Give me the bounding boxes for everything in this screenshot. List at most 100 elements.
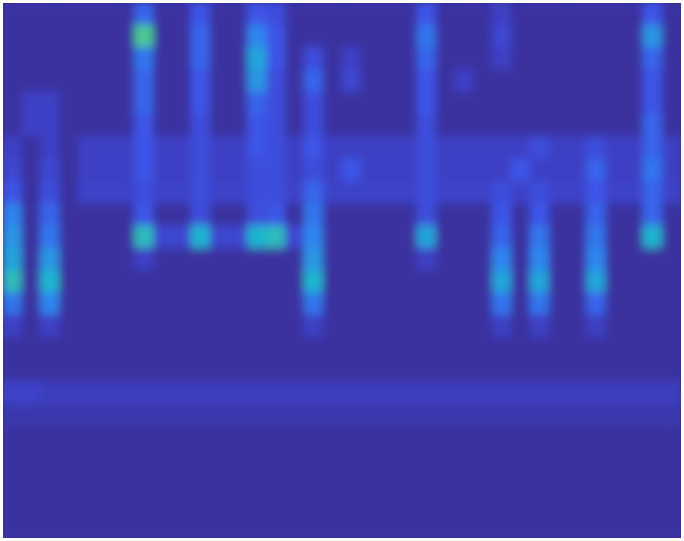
heatmap-cell <box>455 25 475 48</box>
heatmap-cell <box>568 3 588 26</box>
heatmap-cell <box>662 3 681 26</box>
heatmap-cell <box>191 381 211 404</box>
heatmap-cell <box>304 270 324 293</box>
heatmap-cell <box>247 448 267 471</box>
heatmap-cell <box>436 114 456 137</box>
heatmap-cell <box>323 315 343 338</box>
heatmap-cell <box>473 159 493 182</box>
heatmap-cell <box>436 292 456 315</box>
heatmap-cell <box>455 404 475 427</box>
heatmap-cell <box>191 3 211 26</box>
heatmap-cell <box>455 448 475 471</box>
heatmap-cell <box>304 69 324 92</box>
heatmap-cell <box>492 315 512 338</box>
heatmap-cell <box>360 136 380 159</box>
heatmap-cell <box>40 225 60 248</box>
heatmap-cell <box>116 381 136 404</box>
heatmap-cell <box>586 292 606 315</box>
heatmap-cell <box>568 136 588 159</box>
heatmap-cell <box>568 359 588 382</box>
heatmap-cell <box>605 159 625 182</box>
heatmap-cell <box>116 114 136 137</box>
heatmap-cell <box>530 92 550 115</box>
heatmap-cell <box>643 270 663 293</box>
heatmap-cell <box>3 337 22 360</box>
plot-area <box>3 3 681 538</box>
heatmap-cell <box>417 3 437 26</box>
heatmap-cell <box>360 493 380 516</box>
heatmap-cell <box>492 270 512 293</box>
heatmap-cell <box>210 136 230 159</box>
cells <box>3 3 681 538</box>
heatmap-cell <box>511 25 531 48</box>
heatmap-cell <box>473 426 493 449</box>
heatmap-cell <box>417 159 437 182</box>
heatmap-cell <box>455 92 475 115</box>
heatmap-cell <box>379 203 399 226</box>
heatmap-cell <box>210 3 230 26</box>
heatmap-cell <box>417 181 437 204</box>
heatmap-cell <box>549 136 569 159</box>
heatmap-cell <box>247 515 267 538</box>
heatmap-cell <box>134 493 154 516</box>
heatmap-cell <box>3 47 22 70</box>
heatmap-cell <box>285 359 305 382</box>
heatmap-cell <box>492 114 512 137</box>
heatmap-cell <box>153 381 173 404</box>
heatmap-cell <box>549 114 569 137</box>
heatmap-cell <box>624 426 644 449</box>
heatmap-cell <box>605 136 625 159</box>
heatmap-cell <box>549 47 569 70</box>
heatmap-cell <box>662 136 681 159</box>
heatmap-cell <box>304 248 324 271</box>
heatmap-cell <box>78 515 98 538</box>
heatmap-cell <box>285 114 305 137</box>
heatmap-cell <box>436 426 456 449</box>
heatmap-cell <box>266 515 286 538</box>
heatmap-cell <box>379 270 399 293</box>
heatmap-cell <box>417 315 437 338</box>
heatmap-cell <box>417 426 437 449</box>
heatmap-cell <box>59 493 79 516</box>
heatmap-cell <box>436 359 456 382</box>
heatmap-cell <box>229 3 249 26</box>
heatmap-cell <box>247 248 267 271</box>
heatmap-cell <box>492 92 512 115</box>
heatmap-cell <box>3 92 22 115</box>
heatmap-cell <box>662 92 681 115</box>
heatmap-cell <box>360 25 380 48</box>
heatmap-cell <box>436 181 456 204</box>
heatmap-cell <box>323 92 343 115</box>
heatmap-cell <box>40 471 60 494</box>
heatmap-cell <box>549 448 569 471</box>
heatmap-cell <box>210 225 230 248</box>
heatmap-cell <box>210 448 230 471</box>
heatmap-cell <box>492 515 512 538</box>
heatmap-cell <box>78 381 98 404</box>
heatmap-cell <box>3 404 22 427</box>
heatmap-cell <box>342 359 362 382</box>
heatmap-cell <box>285 270 305 293</box>
heatmap-cell <box>605 337 625 360</box>
heatmap-cell <box>549 203 569 226</box>
heatmap-cell <box>97 92 117 115</box>
heatmap-cell <box>210 114 230 137</box>
heatmap-cell <box>455 114 475 137</box>
heatmap-cell <box>360 248 380 271</box>
heatmap-cell <box>266 426 286 449</box>
heatmap-cell <box>624 203 644 226</box>
heatmap-cell <box>379 404 399 427</box>
heatmap-cell <box>229 136 249 159</box>
heatmap-cell <box>511 3 531 26</box>
heatmap-cell <box>436 47 456 70</box>
heatmap-cell <box>59 136 79 159</box>
heatmap-cell <box>643 359 663 382</box>
heatmap-cell <box>662 515 681 538</box>
heatmap-cell <box>21 136 41 159</box>
heatmap-cell <box>605 515 625 538</box>
heatmap-cell <box>511 270 531 293</box>
heatmap-cell <box>153 203 173 226</box>
heatmap-cell <box>360 181 380 204</box>
heatmap-cell <box>323 25 343 48</box>
heatmap-cell <box>473 69 493 92</box>
